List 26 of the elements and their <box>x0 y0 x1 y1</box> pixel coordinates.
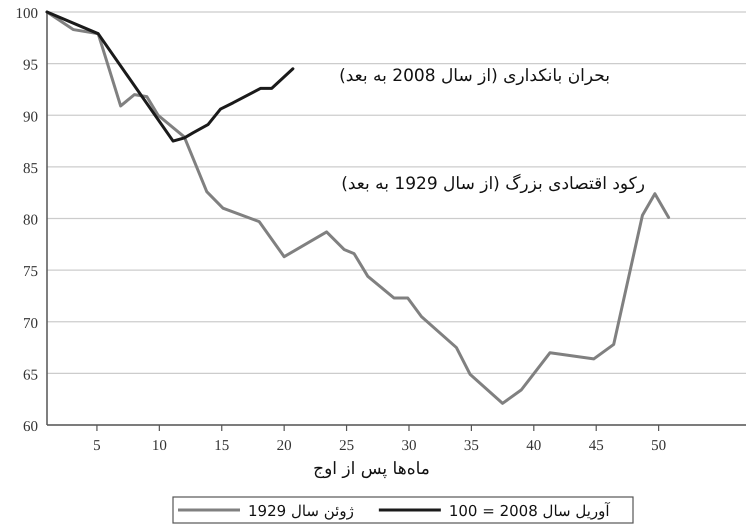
legend-label: ژوئن سال 1929 <box>248 502 354 520</box>
x-tick-label: 50 <box>651 438 666 454</box>
x-tick-label: 5 <box>93 438 101 454</box>
x-tick-label: 15 <box>214 438 230 454</box>
y-tick-label: 65 <box>23 367 38 384</box>
y-tick-label: 75 <box>23 264 38 280</box>
y-tick-label: 60 <box>23 419 38 435</box>
y-tick-label: 85 <box>23 160 38 177</box>
line-series <box>46 10 294 143</box>
legend-label: آوریل سال 2008 = 100 <box>448 501 610 520</box>
y-tick-label: 100 <box>16 6 38 22</box>
y-tick-label: 70 <box>23 316 38 332</box>
x-tick-label: 40 <box>526 438 542 454</box>
line-series <box>46 10 670 405</box>
annotation: بحران بانکداری (از سال 2008 به بعد) <box>339 66 610 86</box>
annotation: رکود اقتصادی بزرگ (از سال 1929 به بعد) <box>341 173 645 194</box>
y-tick-label: 90 <box>23 109 38 126</box>
y-tick-label: 80 <box>23 212 38 228</box>
x-tick-label: 20 <box>276 438 292 454</box>
x-tick-label: 30 <box>401 438 416 454</box>
x-tick-label: 35 <box>464 438 479 454</box>
x-tick-label: 10 <box>152 438 167 454</box>
y-tick-label: 95 <box>23 58 38 74</box>
x-axis-title: ماه‌ها پس از اوج <box>313 459 430 479</box>
x-tick-label: 25 <box>339 438 354 454</box>
x-tick-label: 45 <box>588 438 604 454</box>
